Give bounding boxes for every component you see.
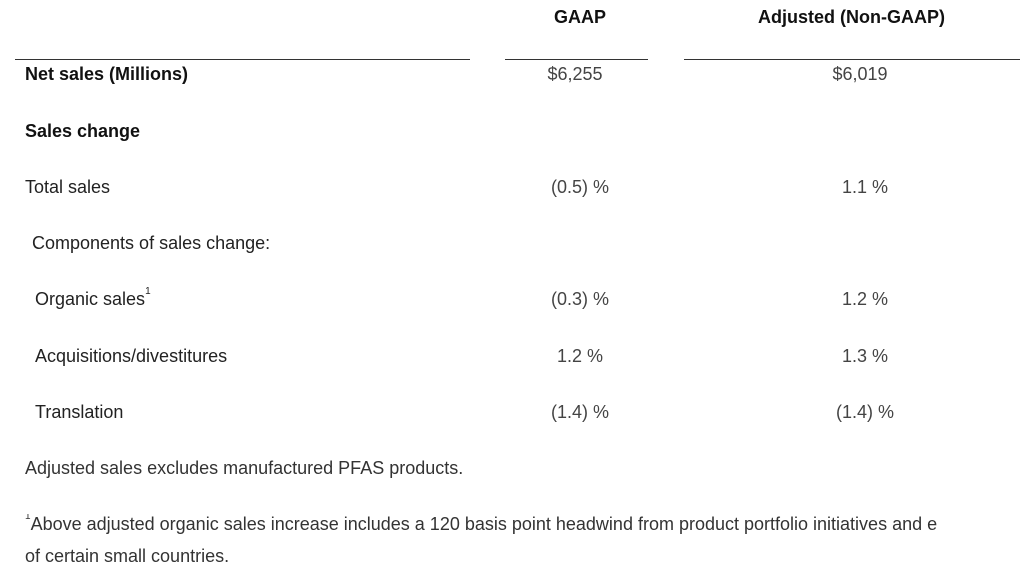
- row-label-organic-sales: Organic sales1: [35, 286, 151, 310]
- row-label-translation: Translation: [35, 402, 124, 422]
- organic-sales-adjusted: 1.2 %: [841, 289, 889, 309]
- column-header-adjusted: Adjusted (Non-GAAP): [758, 7, 945, 27]
- column-header-gaap: GAAP: [553, 7, 606, 27]
- adjusted-sales-note: Adjusted sales excludes manufactured PFA…: [25, 458, 464, 478]
- row-label-sales-change: Sales change: [25, 121, 141, 141]
- header-rule-gaap: [505, 59, 648, 60]
- organic-sales-gaap: (0.3) %: [550, 289, 610, 309]
- footnote-marker: 1: [25, 514, 31, 522]
- net-sales-gaap: $6,255: [547, 64, 603, 84]
- translation-adjusted: (1.4) %: [835, 402, 895, 422]
- total-sales-gaap: (0.5) %: [550, 177, 610, 197]
- row-label-total-sales: Total sales: [25, 177, 111, 197]
- organic-sales-footnote-marker: 1: [145, 286, 151, 297]
- organic-sales-label-text: Organic sales: [35, 289, 146, 309]
- footnote-line-1-text: Above adjusted organic sales increase in…: [30, 514, 938, 534]
- footnote-line-1: 1Above adjusted organic sales increase i…: [25, 514, 1036, 535]
- row-label-components: Components of sales change:: [32, 233, 271, 253]
- row-label-acquisitions: Acquisitions/divestitures: [35, 346, 228, 366]
- row-label-net-sales: Net sales (Millions): [25, 64, 189, 84]
- header-rule-adjusted: [684, 59, 1020, 60]
- total-sales-adjusted: 1.1 %: [841, 177, 889, 197]
- header-rule-label: [15, 59, 470, 60]
- net-sales-adjusted: $6,019: [832, 64, 888, 84]
- translation-gaap: (1.4) %: [550, 402, 610, 422]
- footnote-line-2: of certain small countries.: [25, 546, 230, 566]
- acquisitions-adjusted: 1.3 %: [841, 346, 889, 366]
- acquisitions-gaap: 1.2 %: [556, 346, 604, 366]
